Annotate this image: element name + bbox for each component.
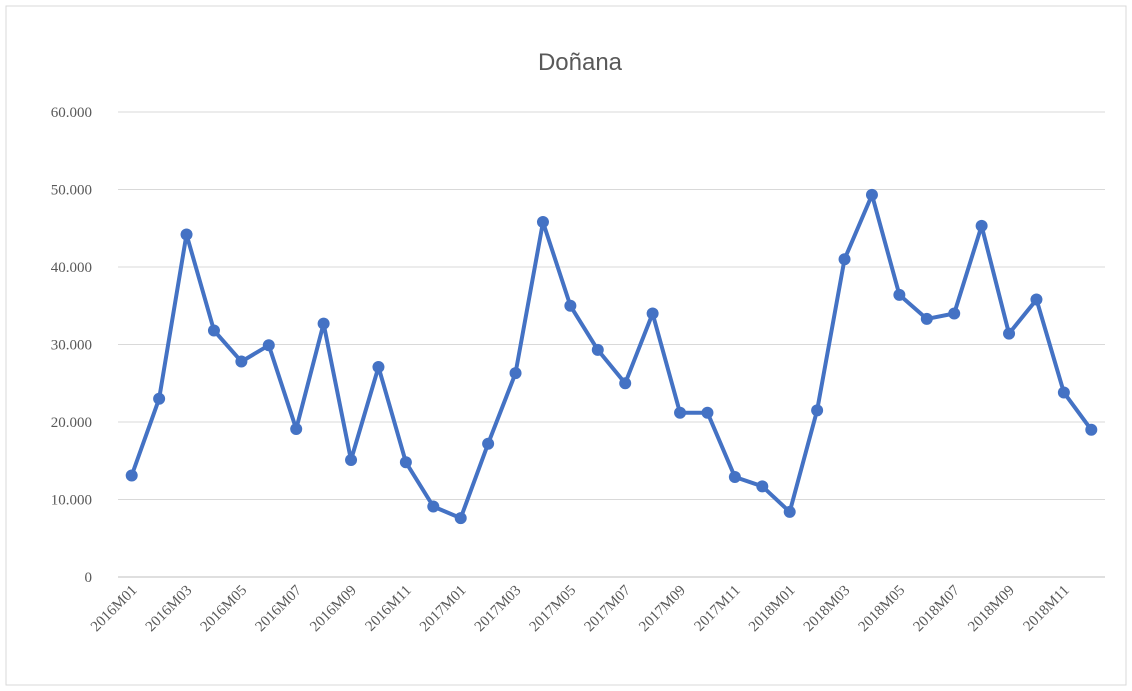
point bbox=[783, 505, 796, 518]
point bbox=[564, 299, 577, 312]
point bbox=[1057, 386, 1070, 399]
point bbox=[509, 367, 522, 380]
y-tick-label: 60.000 bbox=[51, 105, 92, 121]
point bbox=[153, 392, 166, 405]
point bbox=[728, 471, 741, 484]
chart-border bbox=[5, 5, 1127, 686]
point bbox=[920, 312, 933, 325]
y-tick-label: 40.000 bbox=[51, 260, 92, 276]
point bbox=[125, 469, 138, 482]
point bbox=[893, 288, 906, 301]
point bbox=[701, 406, 714, 419]
point bbox=[317, 317, 330, 330]
point bbox=[838, 253, 851, 266]
point bbox=[536, 216, 549, 229]
point bbox=[180, 228, 193, 241]
point bbox=[482, 437, 495, 450]
point bbox=[591, 343, 604, 356]
point bbox=[619, 377, 632, 390]
point bbox=[262, 339, 275, 352]
point bbox=[646, 307, 659, 320]
point bbox=[207, 324, 220, 337]
point bbox=[1003, 327, 1016, 340]
point bbox=[756, 480, 769, 493]
point bbox=[345, 453, 358, 466]
chart-title: Doñana bbox=[538, 49, 623, 76]
point bbox=[427, 500, 440, 513]
point bbox=[454, 512, 467, 525]
y-tick-label: 20.000 bbox=[51, 415, 92, 431]
y-tick-label: 30.000 bbox=[51, 338, 92, 354]
y-tick-label: 10.000 bbox=[51, 493, 92, 509]
point bbox=[1085, 423, 1098, 436]
point bbox=[235, 355, 248, 368]
point bbox=[948, 307, 961, 320]
point bbox=[975, 219, 988, 232]
point bbox=[372, 360, 385, 373]
point bbox=[865, 188, 878, 201]
y-tick-label: 50.000 bbox=[51, 183, 92, 199]
point bbox=[399, 456, 412, 469]
point bbox=[811, 404, 824, 417]
point bbox=[674, 406, 687, 419]
point bbox=[290, 422, 303, 435]
y-tick-label: 0 bbox=[85, 570, 93, 586]
point bbox=[1030, 293, 1043, 306]
